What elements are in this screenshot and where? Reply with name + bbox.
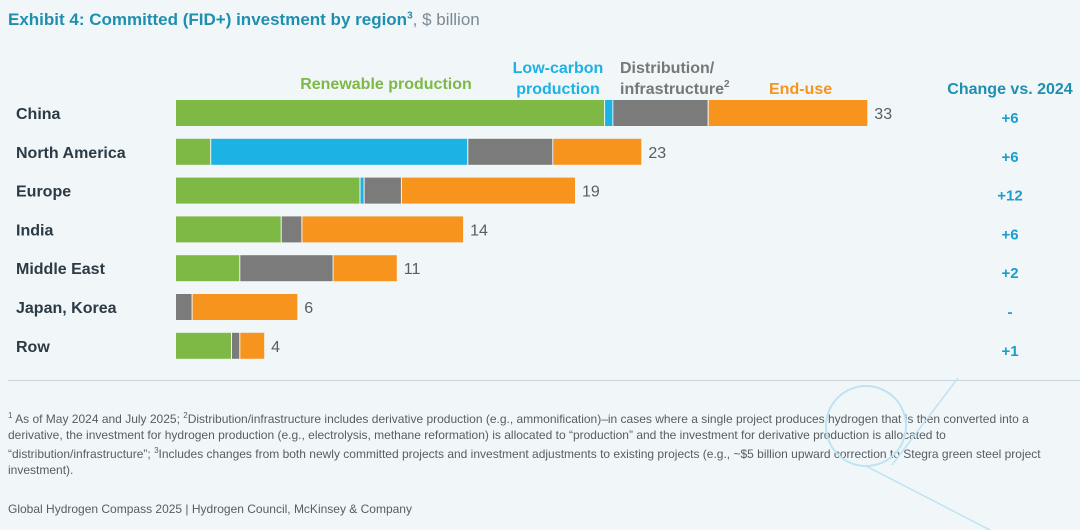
bar-total-label: 14 [470,222,488,239]
bar-total-label: 23 [648,145,666,162]
divider [8,380,1080,381]
bar-segment [176,138,211,165]
bar-total-label: 11 [404,261,421,278]
category-label: China [16,106,61,123]
bar-segment [176,332,231,359]
change-value: +6 [1001,110,1018,127]
bar-segment [553,138,642,165]
category-label: North America [16,145,126,162]
bar-segment [176,216,281,243]
stacked-bar-chart: Renewable production Low-carbon production… [16,60,1073,360]
category-label: Middle East [16,261,106,278]
bar-segment [605,100,613,126]
bar-segment [708,100,868,126]
change-value: +2 [1001,265,1018,282]
legend-end-use: End-use [769,81,832,98]
category-label: Europe [16,184,71,201]
source-line: Global Hydrogen Compass 2025 | Hydrogen … [8,502,412,516]
bar-segment [240,332,265,359]
category-label: Row [16,339,50,356]
bar-segment [176,177,360,204]
bar-total-label: 4 [271,339,280,356]
bar-segment [176,294,192,320]
bar-total-label: 19 [582,184,600,201]
bar-segment [401,177,575,204]
change-value: - [1008,304,1013,321]
bar-segment [468,138,553,165]
legend-renewable-production: Renewable production [300,76,472,93]
bar-segment [232,332,240,359]
bar-segment [211,138,468,165]
bar-segment [360,177,364,204]
footnotes: 1 As of May 2024 and July 2025; 2Distrib… [8,411,1041,477]
bar-total-label: 6 [304,300,313,317]
change-value: +6 [1001,149,1018,166]
bar-total-label: 33 [874,106,892,123]
bar-segment [333,255,397,282]
bar-segment [176,255,240,282]
bar-segment [281,216,302,243]
category-label: Japan, Korea [16,300,117,317]
bar-segment [364,177,401,204]
decorative-circle-graphic [825,377,991,530]
bar-segment [302,216,464,243]
bar-segment [240,255,333,282]
category-label: India [16,222,53,239]
change-header: Change vs. 2024 [947,81,1073,98]
change-value: +6 [1001,226,1018,243]
change-value: +1 [1001,343,1018,360]
change-value: +12 [997,188,1022,205]
bar-segment [176,100,605,126]
legend-low-carbon-production: Low-carbon production [513,60,604,98]
legend-distribution-infrastructure: Distribution/infrastructure2 [620,60,730,98]
bar-segment [192,294,298,320]
bar-segment [613,100,708,126]
chart-title: Exhibit 4: Committed (FID+) investment b… [8,10,480,29]
